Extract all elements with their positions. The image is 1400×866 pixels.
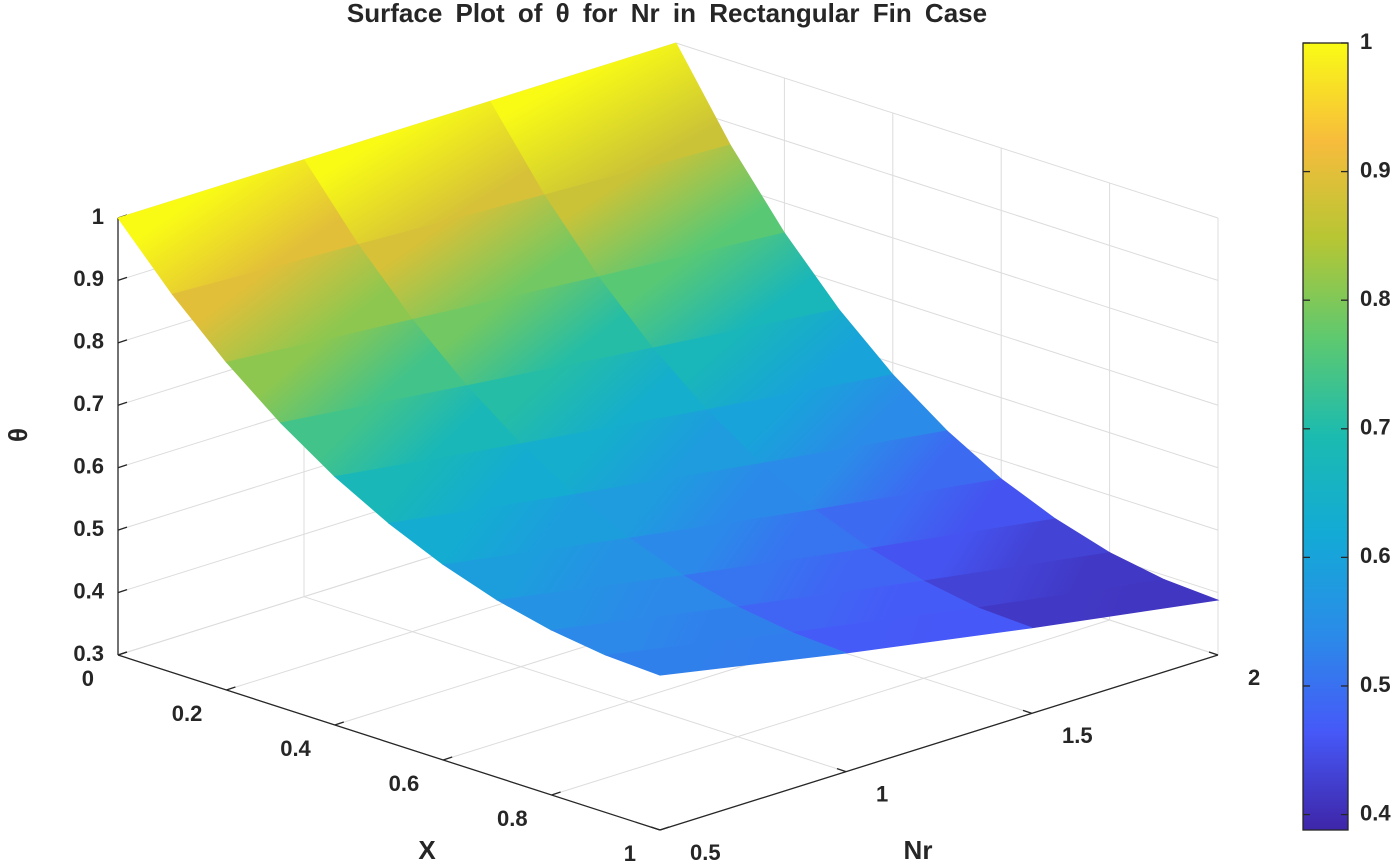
y-tick-label: 1.5 [1062,723,1093,748]
colorbar-tick-label: 0.8 [1360,286,1391,311]
grid-line [675,42,1219,219]
z-tick [117,401,128,406]
z-axis-label: θ [3,428,33,442]
z-tick-label: 0.9 [73,266,104,291]
grid-line [303,596,847,773]
x-tick [334,721,345,726]
z-tick-label: 1 [92,204,104,229]
y-axis-label: Nr [904,835,933,865]
y-tick-label: 2 [1248,665,1260,690]
x-tick [117,651,128,656]
z-tick-label: 0.6 [73,454,104,479]
x-tick [442,756,453,761]
z-tick [117,588,128,594]
z-tick [117,526,128,531]
x-tick-label: 1 [624,841,636,866]
colorbar-tick-label: 0.5 [1360,672,1391,697]
x-tick [551,791,561,796]
chart-title: Surface Plot of θ for Nr in Rectangular … [347,0,987,28]
surface-patch [605,632,847,676]
x-axis [117,654,661,831]
x-tick [659,826,670,831]
x-tick-label: 0.4 [280,736,311,761]
z-tick-label: 0.3 [73,641,104,666]
z-tick-label: 0.5 [73,516,104,541]
y-axis [659,654,1219,831]
x-tick-label: 0.2 [172,701,203,726]
y-tick [650,826,661,831]
colorbar-tick-label: 0.7 [1360,415,1391,440]
colorbar-tick-label: 0.4 [1360,800,1391,825]
x-tick-label: 0.8 [497,806,528,831]
colorbar [1302,42,1349,831]
y-tick-label: 1 [876,781,888,806]
z-tick [117,464,128,469]
y-tick-label: 0.5 [690,840,721,865]
grid-line [551,619,1110,796]
z-tick-label: 0.4 [73,578,104,603]
y-tick [1208,651,1219,656]
z-tick [117,339,128,344]
colorbar-tick-label: 1 [1360,29,1372,54]
y-tick [1022,709,1033,714]
x-axis-label: X [418,835,436,865]
x-tick-label: 0 [82,666,94,691]
x-tick [226,686,236,691]
y-tick [836,768,847,773]
z-tick [117,276,128,282]
colorbar-tick-label: 0.6 [1360,543,1391,568]
z-tick-label: 0.8 [73,329,104,354]
z-tick-label: 0.7 [73,391,104,416]
x-tick-label: 0.6 [389,771,420,796]
grid-line [675,167,1219,344]
colorbar-tick-label: 0.9 [1360,157,1391,182]
grid-line [675,104,1219,281]
